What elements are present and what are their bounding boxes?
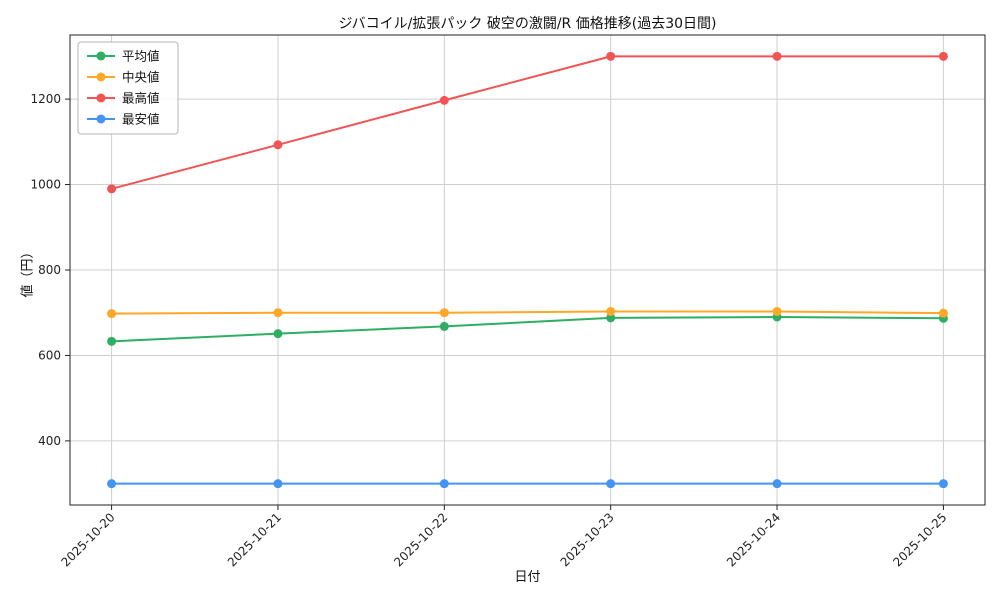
series-marker (606, 306, 616, 316)
x-tick-label: 2025-10-20 (58, 510, 117, 569)
legend-marker (96, 114, 106, 124)
x-tick-label: 2025-10-22 (391, 510, 450, 569)
legend-marker (96, 72, 106, 82)
series-marker (273, 140, 283, 150)
y-tick-label: 800 (38, 263, 61, 277)
legend-box (77, 41, 179, 135)
series-1 (107, 306, 948, 319)
series-marker (938, 479, 948, 489)
series-marker (606, 313, 616, 323)
y-tick-label: 1200 (30, 92, 61, 106)
series-0 (107, 312, 948, 346)
chart-title: ジバコイル/拡張パック 破空の激闘/R 価格推移(過去30日間) (338, 16, 717, 32)
series-line (111, 55, 944, 190)
x-axis-label: 日付 (514, 570, 541, 585)
series-marker (772, 51, 782, 61)
x-tick-label: 2025-10-24 (724, 510, 783, 569)
series-line (111, 310, 944, 315)
series-marker (439, 321, 449, 331)
series-marker (439, 95, 449, 105)
legend-marker (96, 93, 106, 103)
y-ticks: 400 600 800 1000 1200 (30, 92, 70, 448)
series-line (111, 316, 944, 343)
series-marker (107, 479, 117, 489)
series-3 (107, 479, 948, 489)
y-tick-label: 400 (38, 434, 61, 448)
series-marker (938, 308, 948, 318)
y-axis-label: 値（円） (20, 245, 36, 298)
x-tick-label: 2025-10-21 (225, 510, 284, 569)
y-tick-label: 600 (38, 348, 61, 362)
legend-label: 平均値 (122, 49, 160, 64)
series-marker (938, 51, 948, 61)
y-tick-label: 1000 (30, 178, 61, 192)
legend-marker (96, 51, 106, 61)
series-marker (772, 479, 782, 489)
series-2 (107, 51, 948, 194)
x-ticks: 2025-10-20 2025-10-21 2025-10-22 2025-10-23… (58, 505, 950, 569)
series-marker (107, 336, 117, 346)
series-marker (107, 184, 117, 194)
legend-label: 中央値 (122, 70, 160, 85)
legend-label: 最高値 (122, 91, 160, 106)
series-marker (606, 479, 616, 489)
legend-label: 最安値 (122, 112, 160, 127)
series-marker (439, 308, 449, 318)
series-marker (606, 51, 616, 61)
series-marker (273, 329, 283, 339)
series-marker (772, 306, 782, 316)
series-marker (273, 308, 283, 318)
x-tick-label: 2025-10-23 (558, 510, 617, 569)
series-marker (439, 479, 449, 489)
x-tick-label: 2025-10-25 (890, 510, 949, 569)
series-marker (107, 309, 117, 319)
series-marker (273, 479, 283, 489)
gridlines (70, 35, 985, 505)
